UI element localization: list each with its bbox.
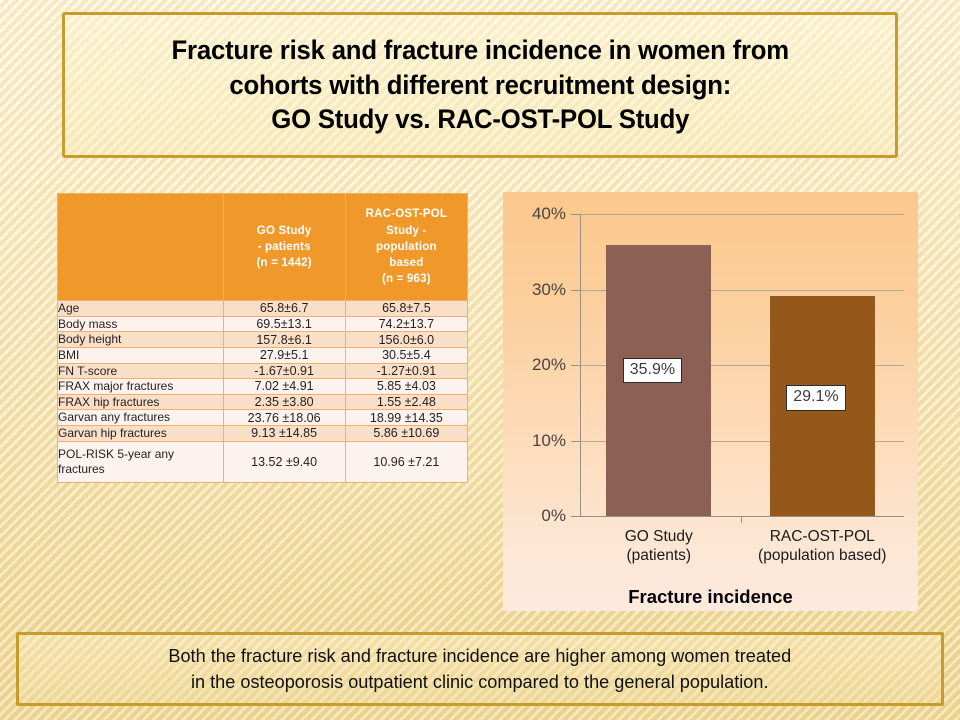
gridline (577, 365, 904, 366)
y-axis-tick (571, 365, 580, 366)
cell-rac-ost-pol: 1.55 ±2.48 (344, 393, 469, 411)
table-row: FRAX major fractures 7.02 ±4.91 5.85 ±4.03 (57, 378, 469, 395)
y-axis-tick-label: 0% (541, 506, 566, 525)
table-row: Body mass 69.5±13.1 74.2±13.7 (57, 315, 469, 333)
table-row: Age 65.8±6.7 65.8±7.5 (57, 300, 469, 317)
x-axis-category-tick (740, 516, 742, 523)
rac-line-4: based (389, 257, 424, 270)
category-label-line: RAC-OST-POL (769, 528, 875, 545)
row-label: Garvan any fractures (57, 409, 224, 426)
row-label: Age (57, 300, 224, 317)
cell-go-study: 27.9±5.1 (222, 346, 346, 364)
rac-line-2: Study - (386, 224, 427, 237)
cell-rac-ost-pol: -1.27±0.91 (344, 362, 469, 380)
y-axis-tick (571, 289, 580, 291)
rac-line-3: population (375, 240, 437, 253)
x-axis-category-label: RAC-OST-POL (population based) (741, 528, 905, 566)
row-label: BMI (57, 346, 224, 364)
cell-go-study: 2.35 ±3.80 (222, 393, 346, 411)
cell-go-study: 157.8±6.1 (222, 331, 346, 348)
category-label-line: (population based) (758, 546, 887, 564)
y-axis-tick (571, 440, 580, 442)
page-title: Fracture risk and fracture incidence in … (160, 33, 801, 138)
go-study-line-2: - patients (257, 240, 311, 253)
y-axis-line (580, 214, 581, 517)
caption-box: Both the fracture risk and fracture inci… (16, 632, 944, 706)
title-line-1: Fracture risk and fracture incidence in … (171, 34, 789, 65)
table-header-row: GO Study - patients (n = 1442) RAC-OST-P… (57, 193, 469, 301)
y-axis-tick (571, 214, 580, 215)
table-row: FN T-score -1.67±0.91 -1.27±0.91 (57, 362, 469, 380)
category-label-line: (patients) (626, 546, 692, 564)
table-row: FRAX hip fractures 2.35 ±3.80 1.55 ±2.48 (57, 393, 469, 411)
title-line-3: GO Study vs. RAC-OST-POL Study (271, 104, 689, 135)
table-row: Garvan hip fractures 9.13 ±14.85 5.86 ±10.… (57, 425, 469, 442)
row-label: FN T-score (57, 362, 224, 380)
table-header: GO Study - patients (n = 1442) RAC-OST-P… (57, 193, 469, 301)
y-axis-tick (571, 516, 580, 517)
plot-area: 0% 10% 20% 30% 40% 35.9% GO Study (patients) 29.… (503, 192, 918, 611)
cell-rac-ost-pol: 10.96 ±7.21 (344, 440, 469, 483)
go-study-line-3: (n = 1442) (256, 257, 312, 270)
cell-rac-ost-pol: 18.99 ±14.35 (344, 409, 469, 426)
fracture-incidence-chart: 0% 10% 20% 30% 40% 35.9% GO Study (patients) 29.… (503, 192, 918, 611)
table-row: POL-RISK 5-year any fractures 13.52 ±9.40… (57, 440, 469, 483)
category-label-line: GO Study (624, 528, 693, 545)
y-axis-tick-label: 10% (531, 430, 566, 450)
table-header-rac-ost-pol: RAC-OST-POL Study - population based (n … (344, 193, 469, 301)
cell-go-study: -1.67±0.91 (222, 362, 346, 380)
row-label: Garvan hip fractures (57, 425, 224, 442)
row-label: FRAX major fractures (57, 378, 224, 395)
cell-rac-ost-pol: 5.86 ±10.69 (344, 425, 469, 442)
bar-value-label: 29.1% (786, 385, 846, 411)
table-row: BMI 27.9±5.1 30.5±5.4 (57, 346, 469, 364)
y-axis-tick-label: 30% (531, 279, 566, 299)
gridline (577, 214, 904, 215)
cell-rac-ost-pol: 30.5±5.4 (344, 346, 469, 364)
y-axis-tick-label: 40% (531, 204, 566, 223)
cell-rac-ost-pol: 156.0±6.0 (344, 331, 469, 348)
bar-value-label: 35.9% (622, 357, 683, 384)
chart-x-axis-title: Fracture incidence (628, 586, 793, 607)
table-row: Garvan any fractures 23.76 ±18.06 18.99 ±1… (57, 409, 469, 426)
rac-line-5: (n = 963) (381, 273, 431, 286)
rac-line-1: RAC-OST-POL (365, 208, 448, 221)
title-box: Fracture risk and fracture incidence in … (62, 12, 898, 158)
row-label: FRAX hip fractures (57, 393, 224, 411)
cell-go-study: 13.52 ±9.40 (222, 440, 346, 483)
row-label: POL-RISK 5-year any fractures (57, 440, 224, 483)
cell-go-study: 9.13 ±14.85 (222, 425, 346, 442)
caption-text: Both the fracture risk and fracture inci… (155, 643, 805, 695)
row-label: Body mass (57, 315, 224, 333)
characteristics-table: GO Study - patients (n = 1442) RAC-OST-P… (57, 193, 469, 483)
table-header-go-study: GO Study - patients (n = 1442) (222, 193, 346, 301)
gridline (577, 440, 904, 442)
cell-go-study: 69.5±13.1 (222, 315, 346, 333)
cell-go-study: 7.02 ±4.91 (222, 378, 346, 395)
cell-rac-ost-pol: 65.8±7.5 (344, 300, 469, 317)
row-label: Body height (57, 331, 224, 348)
table-body: Age 65.8±6.7 65.8±7.5 Body mass 69.5±13.1 74.… (57, 300, 469, 483)
cell-go-study: 65.8±6.7 (222, 300, 346, 317)
table-header-blank (57, 193, 224, 301)
caption-line-1: Both the fracture risk and fracture inci… (168, 645, 792, 667)
x-axis-category-label: GO Study (patients) (577, 528, 741, 566)
table-row: Body height 157.8±6.1 156.0±6.0 (57, 331, 469, 348)
title-line-2: cohorts with different recruitment desig… (229, 69, 731, 100)
gridline (577, 289, 904, 291)
cell-go-study: 23.76 ±18.06 (222, 409, 346, 426)
cell-rac-ost-pol: 74.2±13.7 (344, 315, 469, 333)
y-axis-tick-label: 20% (531, 355, 566, 374)
cell-rac-ost-pol: 5.85 ±4.03 (344, 378, 469, 395)
go-study-line-1: GO Study (256, 224, 312, 237)
caption-line-2: in the osteoporosis outpatient clinic co… (191, 671, 769, 692)
